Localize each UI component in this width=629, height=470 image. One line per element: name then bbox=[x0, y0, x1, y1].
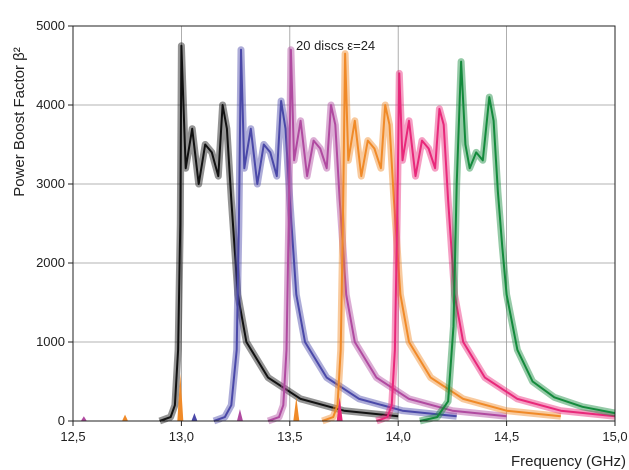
spike-4 bbox=[336, 397, 343, 421]
x-tick-label: 14,5 bbox=[494, 429, 519, 444]
y-axis-label: Power Boost Factor β² bbox=[11, 47, 28, 197]
y-tick-label: 1000 bbox=[36, 334, 65, 349]
series-layer bbox=[80, 42, 616, 425]
y-tick-label: 3000 bbox=[36, 176, 65, 191]
y-tick-label: 2000 bbox=[36, 255, 65, 270]
x-tick-label: 15,0 bbox=[602, 429, 627, 444]
series-line-1 bbox=[159, 44, 399, 422]
series-line-5 bbox=[376, 72, 616, 422]
y-ticks: 0 1000 2000 3000 4000 5000 bbox=[36, 18, 73, 428]
annotation: 20 discs ε=24 bbox=[296, 38, 375, 53]
plot-frame bbox=[72, 25, 616, 422]
x-axis-label: Frequency (GHz) bbox=[511, 453, 626, 470]
spike-1 bbox=[177, 373, 184, 421]
series-line-6 bbox=[419, 60, 616, 422]
x-ticks: 12,5 13,0 13,5 14,0 14,5 15,0 bbox=[60, 421, 628, 444]
series-line-2 bbox=[213, 48, 457, 422]
x-tick-label: 14,0 bbox=[386, 429, 411, 444]
y-tick-label: 0 bbox=[58, 413, 65, 428]
x-tick-label: 13,0 bbox=[169, 429, 194, 444]
series-line-4 bbox=[321, 52, 561, 422]
spike-6 bbox=[80, 416, 87, 421]
y-tick-label: 5000 bbox=[36, 18, 65, 33]
x-tick-label: 13,5 bbox=[277, 429, 302, 444]
y-tick-label: 4000 bbox=[36, 97, 65, 112]
series-line-3 bbox=[267, 48, 507, 422]
spike-7 bbox=[122, 414, 129, 421]
spike-3 bbox=[236, 409, 243, 421]
x-tick-label: 12,5 bbox=[60, 429, 85, 444]
spike-5 bbox=[191, 413, 198, 421]
spike-2 bbox=[293, 397, 300, 421]
